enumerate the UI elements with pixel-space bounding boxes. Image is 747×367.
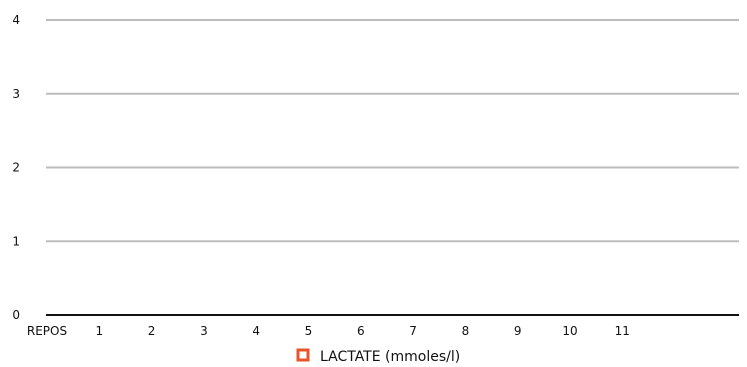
- x-tick-label: 6: [357, 324, 365, 338]
- legend: LACTATE (mmoles/l): [296, 348, 460, 365]
- x-tick-label: 4: [252, 324, 260, 338]
- x-tick-label: 11: [615, 324, 630, 338]
- x-tick-label: 7: [409, 324, 417, 338]
- x-tick-label: 2: [148, 324, 156, 338]
- legend-label: LACTATE (mmoles/l): [320, 349, 460, 365]
- x-tick-label: 10: [562, 324, 577, 338]
- grid-lines: [46, 19, 739, 243]
- y-tick-label: 0: [12, 308, 20, 322]
- x-axis-ticks: REPOS 1 2 3 4 5 6 7 8 9 10 11: [27, 324, 630, 338]
- x-tick-label: 9: [514, 324, 522, 338]
- x-tick-label: REPOS: [27, 324, 67, 338]
- y-tick-label: 2: [12, 161, 20, 175]
- x-tick-label: 1: [95, 324, 103, 338]
- y-tick-label: 3: [12, 87, 20, 101]
- x-tick-label: 3: [200, 324, 208, 338]
- y-axis-ticks: 0 1 2 3 4: [12, 13, 20, 322]
- legend-marker-icon: [296, 348, 310, 362]
- x-tick-label: 8: [462, 324, 470, 338]
- x-tick-label: 5: [305, 324, 313, 338]
- y-tick-label: 4: [12, 13, 20, 27]
- y-tick-label: 1: [12, 234, 20, 248]
